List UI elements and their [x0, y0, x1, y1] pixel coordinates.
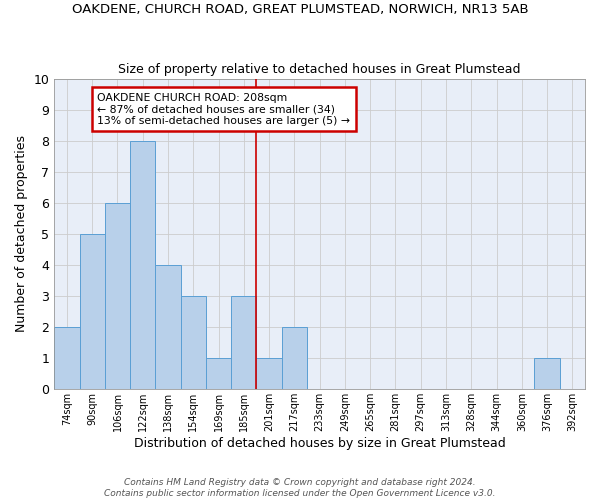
X-axis label: Distribution of detached houses by size in Great Plumstead: Distribution of detached houses by size … [134, 437, 506, 450]
Text: OAKDENE, CHURCH ROAD, GREAT PLUMSTEAD, NORWICH, NR13 5AB: OAKDENE, CHURCH ROAD, GREAT PLUMSTEAD, N… [71, 2, 529, 16]
Bar [80, 234, 105, 390]
Bar [130, 140, 155, 390]
Text: Contains HM Land Registry data © Crown copyright and database right 2024.
Contai: Contains HM Land Registry data © Crown c… [104, 478, 496, 498]
Bar [256, 358, 282, 390]
Text: OAKDENE CHURCH ROAD: 208sqm
← 87% of detached houses are smaller (34)
13% of sem: OAKDENE CHURCH ROAD: 208sqm ← 87% of det… [97, 92, 350, 126]
Y-axis label: Number of detached properties: Number of detached properties [15, 136, 28, 332]
Bar [535, 358, 560, 390]
Title: Size of property relative to detached houses in Great Plumstead: Size of property relative to detached ho… [118, 63, 521, 76]
Bar [206, 358, 231, 390]
Bar [282, 327, 307, 390]
Bar [181, 296, 206, 390]
Bar [54, 327, 80, 390]
Bar [105, 203, 130, 390]
Bar [231, 296, 256, 390]
Bar [155, 265, 181, 390]
